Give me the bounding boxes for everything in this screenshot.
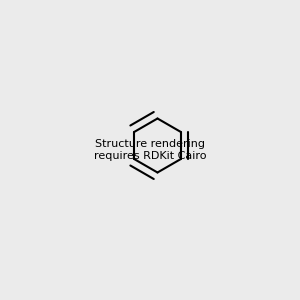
Text: Structure rendering
requires RDKit Cairo: Structure rendering requires RDKit Cairo bbox=[94, 139, 206, 161]
